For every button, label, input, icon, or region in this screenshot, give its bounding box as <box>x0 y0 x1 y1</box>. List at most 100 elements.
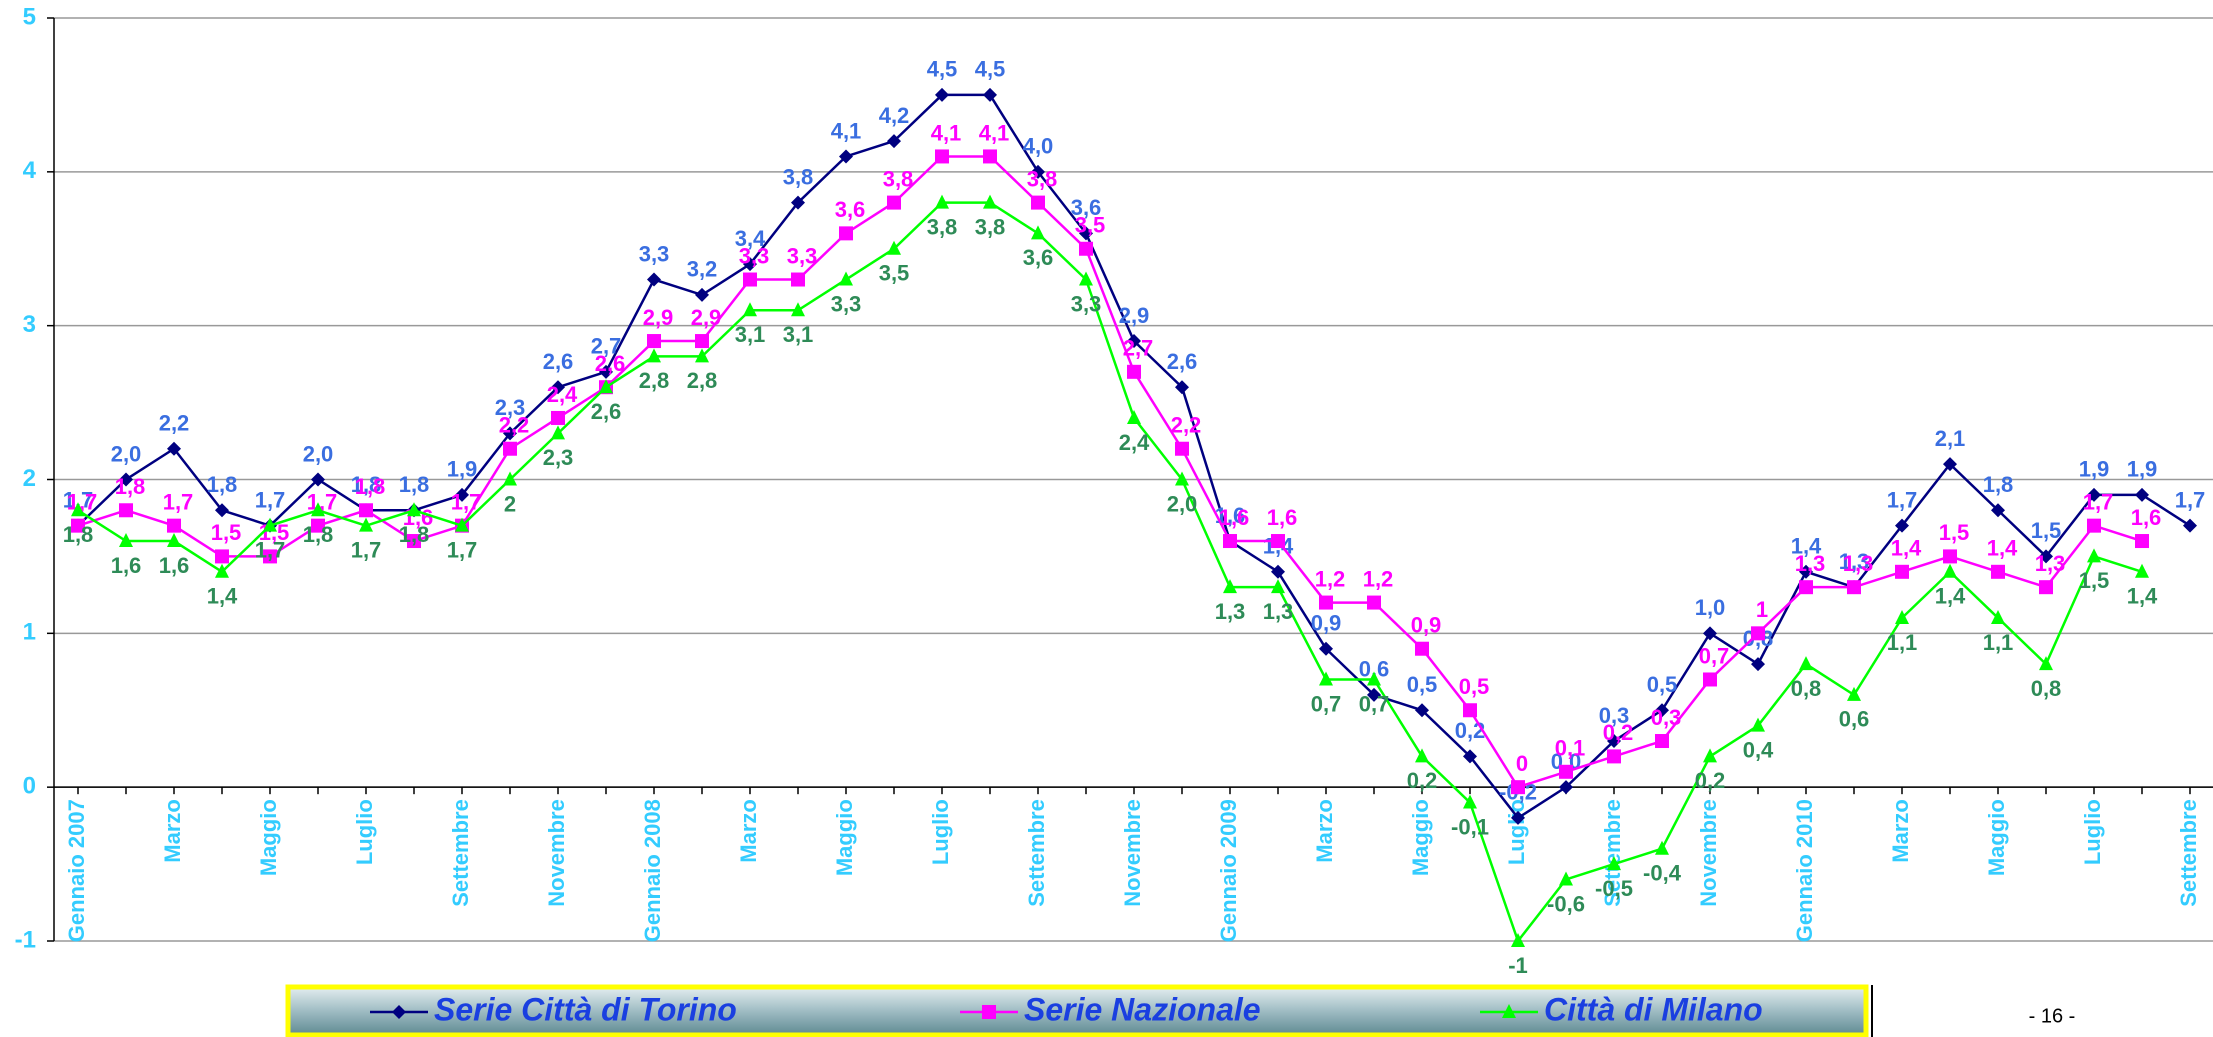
value-label: 2,9 <box>1119 303 1150 328</box>
data-point <box>215 549 229 564</box>
value-label: 3,8 <box>883 166 914 191</box>
value-label: 3,3 <box>787 243 818 268</box>
data-point <box>1079 226 1093 241</box>
data-point <box>1367 595 1381 610</box>
data-point <box>1847 686 1861 701</box>
value-label: 1,4 <box>1791 534 1822 559</box>
data-point <box>1511 933 1525 947</box>
x-tick-label: Novembre <box>1120 799 1145 907</box>
data-point <box>791 195 805 210</box>
data-point <box>1271 564 1285 579</box>
value-label: 1,6 <box>2131 505 2162 530</box>
data-point <box>1463 794 1477 809</box>
value-label: 1,7 <box>163 489 194 514</box>
data-point <box>1895 564 1909 579</box>
data-point <box>503 441 517 456</box>
data-point <box>551 380 565 395</box>
data-point <box>167 518 181 533</box>
value-label: 1,6 <box>1219 505 1250 530</box>
data-point <box>1703 748 1717 763</box>
data-point <box>1175 471 1189 486</box>
series-line <box>77 201 2143 944</box>
data-point <box>743 302 757 317</box>
value-label: 1,3 <box>1795 551 1826 576</box>
series-line <box>77 155 2143 789</box>
value-label: 1,4 <box>207 584 238 609</box>
data-point <box>743 272 757 287</box>
data-point <box>982 1005 996 1019</box>
x-tick-label: Marzo <box>1888 799 1913 863</box>
page-number: - 16 - <box>2029 1005 2076 1027</box>
data-point <box>215 503 229 518</box>
value-label: 0,9 <box>1411 613 1442 638</box>
value-label: 2,0 <box>1167 491 1198 516</box>
data-point <box>839 271 853 286</box>
value-label: 1,9 <box>2079 457 2110 482</box>
data-point <box>1751 657 1765 672</box>
value-label: 3,2 <box>687 257 718 282</box>
x-tick-label: Luglio <box>2080 799 2105 865</box>
value-label: 0,5 <box>1459 674 1490 699</box>
data-point <box>983 194 997 209</box>
y-tick-label: 2 <box>23 465 36 492</box>
value-label: 2,7 <box>591 334 622 359</box>
data-point <box>839 226 853 241</box>
value-label: 2,4 <box>1119 430 1150 455</box>
value-label: 3,3 <box>1071 291 1102 316</box>
value-label: -1 <box>1508 953 1528 978</box>
data-point <box>167 533 181 548</box>
data-point <box>392 1005 406 1019</box>
data-point <box>1271 534 1285 549</box>
data-point <box>935 194 949 209</box>
data-point <box>359 517 373 532</box>
value-label: -0,1 <box>1451 814 1489 839</box>
data-point <box>119 533 133 548</box>
x-tick-label: Gennaio 2007 <box>64 799 89 942</box>
data-point <box>1847 580 1861 595</box>
value-label: 1,5 <box>2079 568 2110 593</box>
data-point <box>1127 409 1141 424</box>
value-label: 0,4 <box>1743 737 1774 762</box>
value-label: 1,8 <box>351 472 382 497</box>
data-point <box>1703 626 1717 641</box>
value-label: 2,8 <box>687 368 718 393</box>
data-point <box>503 426 517 441</box>
value-label: 1,4 <box>1987 536 2018 561</box>
x-tick-label: Maggio <box>1408 799 1433 876</box>
data-point <box>551 410 565 425</box>
data-point <box>2135 487 2149 502</box>
data-point <box>1367 671 1381 686</box>
data-point <box>2087 487 2101 502</box>
value-label: 3,5 <box>879 261 910 286</box>
value-label: 2,2 <box>1171 413 1202 438</box>
data-point <box>1223 579 1237 594</box>
data-point <box>1415 641 1429 656</box>
value-label: 4,1 <box>979 120 1010 145</box>
value-label: 1,4 <box>1891 536 1922 561</box>
data-point <box>263 549 277 564</box>
value-label: 2,8 <box>639 368 670 393</box>
data-point <box>1991 503 2005 518</box>
data-point <box>1655 840 1669 855</box>
x-tick-label: Luglio <box>928 799 953 865</box>
data-point <box>1655 734 1669 749</box>
data-point <box>71 502 85 517</box>
value-label: 3,1 <box>783 322 814 347</box>
value-label: 1,8 <box>399 522 430 547</box>
value-label: 2,1 <box>1935 426 1966 451</box>
data-point <box>1559 780 1573 795</box>
data-point <box>119 472 133 487</box>
x-tick-label: Novembre <box>544 799 569 907</box>
data-point <box>647 272 661 287</box>
value-label: 1,1 <box>1887 630 1918 655</box>
data-point <box>2039 580 2053 595</box>
value-label: 1,7 <box>2083 489 2114 514</box>
value-label: 1,6 <box>1267 505 1298 530</box>
data-point <box>1607 856 1621 871</box>
value-label: 2,3 <box>543 445 574 470</box>
data-point <box>1559 871 1573 886</box>
data-point <box>983 87 997 102</box>
value-label: 1,6 <box>111 553 142 578</box>
value-label: 2,9 <box>643 305 674 330</box>
